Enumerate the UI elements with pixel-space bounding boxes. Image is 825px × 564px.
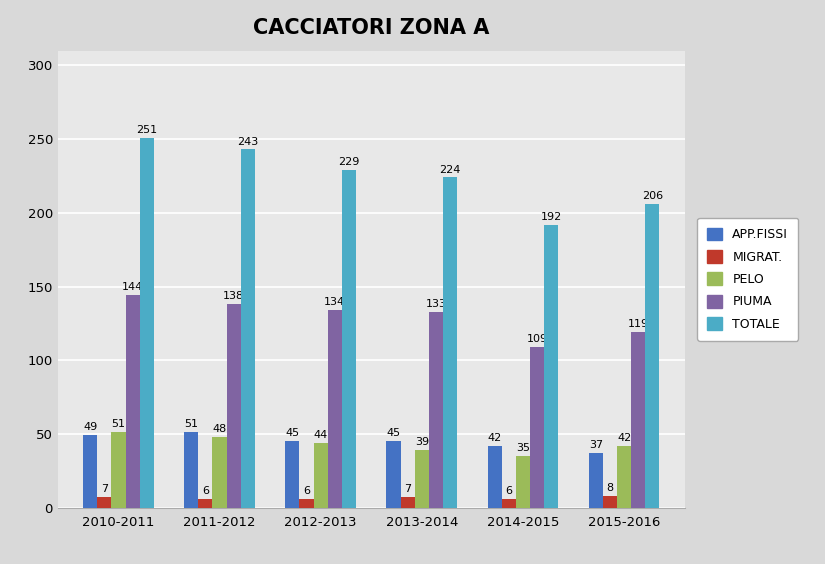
Text: 243: 243 xyxy=(238,136,258,147)
Legend: APP.FISSI, MIGRAT., PELO, PIUMA, TOTALE: APP.FISSI, MIGRAT., PELO, PIUMA, TOTALE xyxy=(697,218,798,341)
Text: 45: 45 xyxy=(386,428,401,438)
Bar xyxy=(589,453,603,508)
Bar xyxy=(530,347,544,508)
Bar xyxy=(314,443,328,508)
Bar xyxy=(213,437,227,508)
Text: 229: 229 xyxy=(338,157,360,167)
Title: CACCIATORI ZONA A: CACCIATORI ZONA A xyxy=(253,18,489,38)
Text: 8: 8 xyxy=(606,483,614,493)
Bar xyxy=(603,496,617,508)
Bar xyxy=(631,332,645,508)
Text: 6: 6 xyxy=(505,486,512,496)
Bar xyxy=(544,224,559,508)
Text: 138: 138 xyxy=(223,291,244,301)
Text: 39: 39 xyxy=(415,437,429,447)
Text: 133: 133 xyxy=(426,299,446,309)
Bar xyxy=(429,311,443,508)
Text: 224: 224 xyxy=(440,165,461,174)
Bar xyxy=(227,304,241,508)
Bar xyxy=(401,497,415,508)
Text: 134: 134 xyxy=(324,297,346,307)
Bar xyxy=(285,441,299,508)
Bar xyxy=(198,499,213,508)
Text: 51: 51 xyxy=(111,420,125,430)
Text: 44: 44 xyxy=(314,430,328,440)
Bar xyxy=(502,499,516,508)
Text: 6: 6 xyxy=(202,486,209,496)
Text: 45: 45 xyxy=(285,428,299,438)
Bar xyxy=(184,433,198,508)
Bar xyxy=(139,138,153,508)
Text: 42: 42 xyxy=(488,433,502,443)
Text: 109: 109 xyxy=(526,334,548,344)
Text: 7: 7 xyxy=(101,484,108,494)
Text: 192: 192 xyxy=(540,212,562,222)
Bar xyxy=(83,435,97,508)
Bar xyxy=(386,441,401,508)
Bar xyxy=(241,149,255,508)
Bar xyxy=(415,450,429,508)
Bar xyxy=(443,178,457,508)
Bar xyxy=(617,446,631,508)
Text: 6: 6 xyxy=(303,486,310,496)
Bar xyxy=(328,310,342,508)
Bar xyxy=(342,170,356,508)
Bar xyxy=(125,296,139,508)
Text: 48: 48 xyxy=(212,424,227,434)
Text: 206: 206 xyxy=(642,191,663,201)
Text: 119: 119 xyxy=(628,319,648,329)
Text: 251: 251 xyxy=(136,125,158,135)
Text: 51: 51 xyxy=(184,420,198,430)
Bar xyxy=(299,499,314,508)
Text: 7: 7 xyxy=(404,484,411,494)
Text: 49: 49 xyxy=(83,422,97,433)
Text: 42: 42 xyxy=(617,433,631,443)
Text: 35: 35 xyxy=(516,443,530,453)
Bar xyxy=(516,456,530,508)
Bar xyxy=(645,204,659,508)
Text: 37: 37 xyxy=(589,440,603,450)
Text: 144: 144 xyxy=(122,283,144,293)
Bar xyxy=(111,433,125,508)
Bar xyxy=(97,497,111,508)
Bar xyxy=(488,446,502,508)
